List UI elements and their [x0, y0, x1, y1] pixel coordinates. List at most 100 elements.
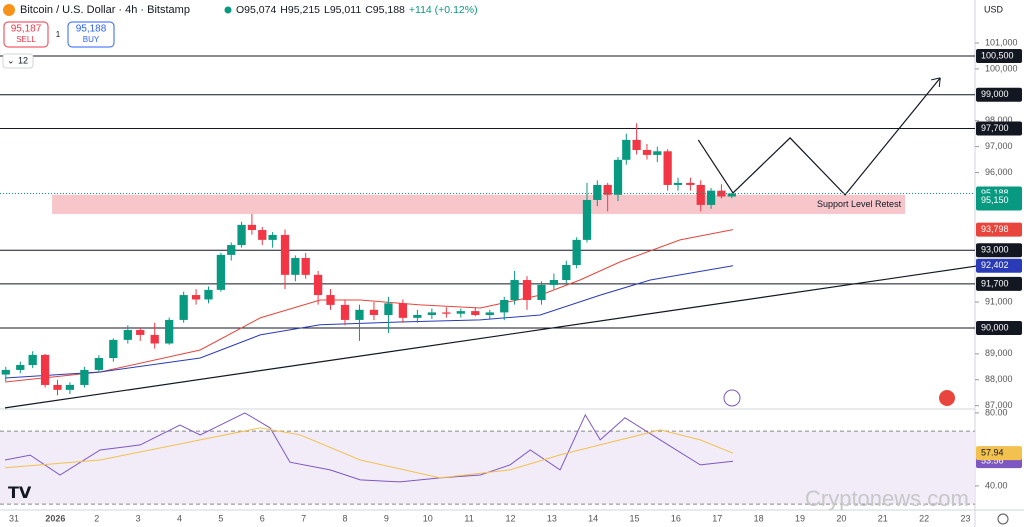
indicator-count: 12 — [18, 55, 28, 65]
rsi-line — [4, 412, 734, 483]
candle-body — [340, 304, 350, 320]
x-tick-label: 9 — [384, 513, 389, 523]
candle-body — [258, 230, 267, 240]
candle-body — [696, 184, 705, 205]
candle-body — [572, 239, 581, 266]
ma-label: 92,402 — [981, 260, 1009, 270]
indicator-toggle[interactable] — [2, 53, 34, 69]
rsi-tick-label: 40.00 — [985, 480, 1008, 490]
candle-body — [94, 358, 104, 370]
x-tick-label: 22 — [919, 513, 929, 523]
currency[interactable]: USD — [984, 4, 1004, 14]
buy-price: 95,188 — [76, 24, 107, 35]
candle-body — [673, 182, 683, 185]
level-label: 100,500 — [981, 50, 1014, 60]
candle-body — [179, 295, 188, 320]
level-label-box — [976, 87, 1022, 102]
level-label: 90,000 — [981, 322, 1009, 332]
rsi-tick-label: 80.00 — [985, 407, 1008, 417]
candle-body — [204, 289, 213, 300]
x-tick-label: 5 — [218, 513, 223, 523]
candle-body — [136, 330, 145, 335]
y-tick-label: 97,000 — [985, 141, 1013, 151]
rsi-label: 53.56 — [981, 456, 1004, 466]
x-tick-label: 14 — [588, 513, 598, 523]
spread: 1 — [56, 30, 61, 39]
settings-icon[interactable] — [997, 513, 1009, 525]
ohlc-value: L95,011 — [324, 4, 361, 16]
candle-body — [686, 182, 695, 185]
rsi-band — [0, 431, 975, 505]
x-tick-label: 18 — [754, 513, 764, 523]
candle-body — [717, 190, 726, 197]
candle-body — [165, 319, 174, 344]
x-tick-label: 16 — [671, 513, 681, 523]
watermark: Cryptonews.com — [805, 486, 969, 511]
flag-icon[interactable] — [939, 390, 955, 406]
candle-body — [398, 303, 408, 318]
ma-label-box — [976, 222, 1022, 237]
candle-body — [510, 280, 519, 300]
candle-body — [109, 339, 118, 359]
y-tick-label: 98,000 — [985, 115, 1013, 125]
candle-body — [562, 265, 571, 281]
projection-path — [697, 77, 941, 196]
event-icon[interactable] — [723, 389, 741, 407]
y-tick-label: 100,000 — [985, 63, 1018, 73]
candle-body — [500, 299, 509, 313]
candle-body — [227, 245, 236, 255]
x-tick-label: 8 — [342, 513, 347, 523]
candle-body — [191, 295, 201, 300]
x-tick-label: 10 — [423, 513, 433, 523]
candle-body — [16, 364, 25, 370]
sell-price: 95,187 — [11, 24, 42, 35]
ohlc-value: +114 (+0.12%) — [409, 4, 478, 16]
rsi-line — [4, 427, 734, 479]
candle-body — [613, 159, 623, 195]
candle-body — [522, 280, 532, 300]
candle-body — [653, 151, 662, 155]
ohlc-value: C95,188 — [365, 4, 405, 16]
x-tick-label: 11 — [464, 513, 473, 523]
candle-body — [237, 224, 246, 246]
buy-button[interactable] — [67, 21, 115, 48]
x-tick-label: 23 — [960, 513, 970, 523]
rsi-label-box — [976, 446, 1022, 461]
status-dot — [224, 6, 232, 14]
y-tick-label: 88,000 — [985, 374, 1013, 384]
candle-body — [549, 280, 559, 285]
x-tick-label: 19 — [795, 513, 805, 523]
sell-button[interactable] — [3, 21, 49, 48]
rsi-label: 57.94 — [981, 448, 1004, 458]
candle-body — [456, 311, 465, 314]
level-label: 99,000 — [981, 89, 1009, 99]
arrow-head — [931, 77, 941, 87]
support-zone — [52, 194, 906, 214]
sell-label: SELL — [16, 35, 36, 44]
candle-body — [280, 234, 290, 275]
candle-body — [706, 190, 716, 205]
x-tick-label: 12 — [505, 513, 515, 523]
candle-body — [471, 311, 480, 316]
candle-body — [1, 369, 10, 375]
y-tick-label: 101,000 — [985, 37, 1018, 47]
y-tick-label: 96,000 — [985, 167, 1013, 177]
candle-body — [632, 139, 641, 150]
y-tick-label: 91,000 — [985, 296, 1013, 306]
x-tick-label: 7 — [301, 513, 306, 523]
zone-label: Support Level Retest — [817, 199, 902, 209]
candle-body — [663, 151, 672, 185]
candle-body — [150, 334, 159, 344]
x-tick-label: 3 — [136, 513, 141, 523]
candle-body — [355, 309, 364, 320]
candle-body — [28, 354, 37, 365]
moving-average — [4, 265, 734, 379]
x-tick-label: 6 — [260, 513, 265, 523]
candle-body — [123, 330, 132, 340]
buy-label: BUY — [83, 35, 100, 44]
candle-body — [485, 312, 494, 316]
candle-body — [53, 384, 62, 390]
candle-body — [622, 139, 631, 160]
coin-icon — [3, 4, 15, 16]
